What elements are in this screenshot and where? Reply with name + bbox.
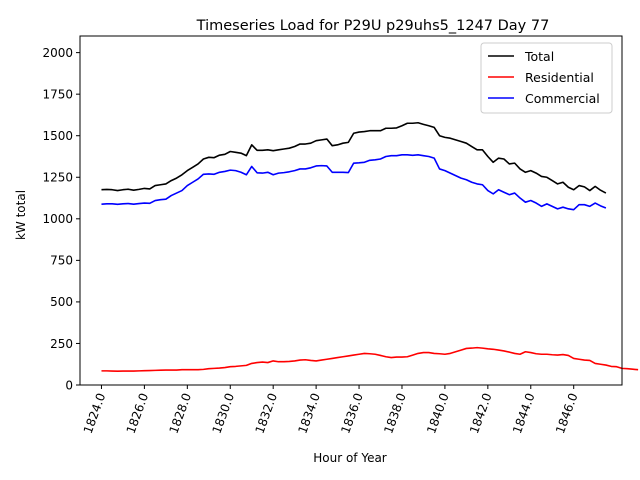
series-line-residential [101, 346, 639, 373]
y-tick-label: 250 [50, 337, 73, 351]
x-tick-label: 1838.0 [381, 391, 409, 435]
y-tick-label: 2000 [42, 46, 73, 60]
x-tick-label: 1836.0 [338, 391, 366, 435]
x-tick-label: 1826.0 [124, 391, 152, 435]
series-layer [101, 121, 639, 373]
x-tick-label: 1834.0 [295, 391, 323, 435]
x-axis-ticks: 1824.0 1826.0 1828.0 1830.0 1832.0 1834.0 1836… [81, 385, 581, 435]
y-tick-label: 1750 [42, 87, 73, 101]
y-tick-label: 1500 [42, 129, 73, 143]
x-tick-label: 1832.0 [252, 391, 280, 435]
series-line-commercial [101, 154, 607, 211]
x-tick-label: 1840.0 [424, 391, 452, 435]
plot-area-border [79, 35, 623, 386]
series-line-total [101, 121, 607, 194]
y-tick-label: 750 [50, 254, 73, 268]
axes-layer [79, 35, 623, 386]
y-tick-label: 1000 [42, 212, 73, 226]
legend-label-total: Total [524, 49, 554, 64]
x-tick-label: 1846.0 [553, 391, 581, 435]
legend-label-commercial: Commercial [525, 91, 600, 106]
x-tick-label: 1824.0 [81, 391, 109, 435]
chart-title: Timeseries Load for P29U p29uhs5_1247 Da… [196, 18, 550, 34]
legend-box [480, 42, 613, 114]
y-tick-label: 500 [50, 295, 73, 309]
x-axis-label: Hour of Year [313, 451, 387, 465]
x-tick-label: 1842.0 [467, 391, 495, 435]
y-axis-label: kW total [14, 190, 28, 240]
x-tick-label: 1844.0 [510, 391, 538, 435]
x-tick-label: 1828.0 [167, 391, 195, 435]
legend: Total Residential Commercial [480, 42, 613, 114]
x-tick-label: 1830.0 [210, 391, 238, 435]
y-axis-ticks: 0 250 500 750 1000 1250 1500 1750 2000 [42, 46, 80, 392]
y-tick-label: 0 [65, 378, 73, 392]
y-tick-label: 1250 [42, 171, 73, 185]
legend-label-residential: Residential [525, 70, 594, 85]
